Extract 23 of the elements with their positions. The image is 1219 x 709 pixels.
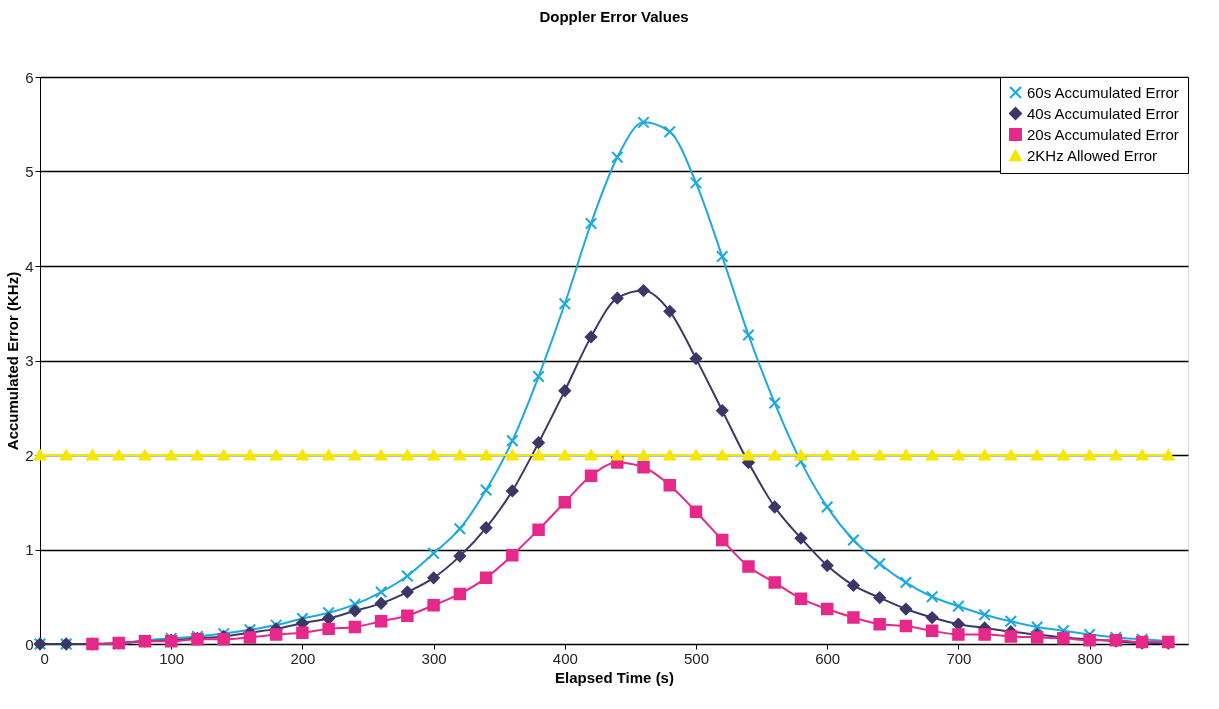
x-tick-label: 800 [1077, 649, 1103, 667]
x-tick-label: 400 [552, 649, 578, 667]
y-axis-title: Accumulated Error (KHz) [4, 271, 22, 451]
x-tick-label: 0 [40, 649, 49, 667]
y-tick-label: 6 [25, 68, 34, 86]
x-tick-label: 500 [683, 649, 710, 667]
x-axis-title: Elapsed Time (s) [555, 668, 674, 686]
x-tick-label: 300 [421, 649, 447, 667]
y-tick-label: 2 [25, 446, 34, 464]
x-tick-label: 100 [159, 649, 185, 667]
y-tick-label: 5 [25, 163, 34, 180]
legend-label: 60s Accumulated Error [1027, 83, 1179, 101]
legend-label: 20s Accumulated Error [1027, 125, 1179, 143]
x-tick-label: 700 [946, 649, 972, 667]
y-tick-label: 3 [25, 352, 34, 369]
legend-label: 40s Accumulated Error [1027, 104, 1179, 122]
x-tick-label: 200 [290, 649, 316, 667]
y-tick-label: 1 [25, 541, 34, 558]
y-tick-label: 4 [25, 257, 34, 275]
x-tick-label: 600 [815, 649, 841, 667]
chart-title: Doppler Error Values [539, 8, 689, 25]
legend-label: 2KHz Allowed Error [1027, 146, 1158, 164]
y-tick-label: 0 [25, 635, 34, 653]
